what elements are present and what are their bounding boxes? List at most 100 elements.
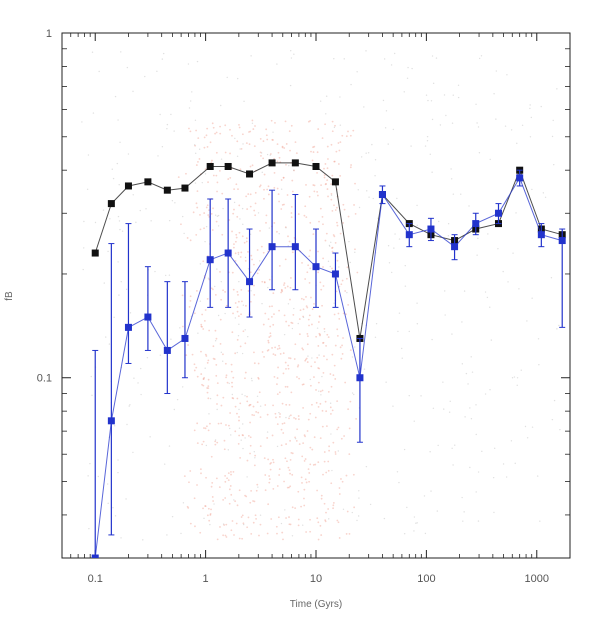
cloud-point (451, 447, 453, 449)
cloud-point (294, 141, 297, 143)
cloud-point (187, 344, 189, 346)
cloud-point (317, 128, 320, 130)
cloud-point (133, 377, 135, 379)
cloud-point (236, 310, 239, 313)
cloud-point (290, 212, 293, 214)
cloud-point (251, 379, 253, 382)
cloud-point (240, 516, 243, 518)
cloud-point (297, 322, 299, 325)
cloud-point (481, 450, 483, 453)
cloud-point (257, 411, 260, 414)
cloud-point (437, 220, 440, 223)
cloud-point (209, 512, 212, 515)
cloud-point (289, 439, 291, 442)
cloud-point (231, 385, 234, 388)
cloud-point (194, 119, 197, 122)
cloud-point (253, 209, 256, 212)
cloud-point (328, 518, 330, 520)
cloud-point (261, 280, 264, 283)
cloud-point (273, 157, 276, 160)
cloud-point (460, 193, 462, 195)
cloud-point (242, 143, 244, 145)
cloud-point (222, 523, 225, 525)
cloud-point (117, 261, 119, 263)
cloud-point (193, 497, 196, 500)
cloud-point (331, 246, 334, 249)
cloud-point (242, 223, 244, 226)
cloud-point (289, 472, 292, 475)
cloud-point (338, 317, 341, 320)
data-point (224, 162, 232, 170)
cloud-point (129, 312, 132, 314)
cloud-point (289, 357, 292, 360)
cloud-point (206, 127, 209, 130)
cloud-point (186, 237, 189, 239)
cloud-point (303, 488, 306, 491)
cloud-point (205, 206, 208, 209)
cloud-point (238, 434, 241, 437)
cloud-point (197, 332, 199, 334)
cloud-point (215, 220, 218, 223)
cloud-point (259, 405, 262, 407)
cloud-point (219, 270, 221, 273)
cloud-point (332, 507, 334, 510)
cloud-point (340, 357, 343, 360)
cloud-point (237, 315, 240, 318)
cloud-point (272, 404, 274, 407)
cloud-point (245, 240, 248, 243)
cloud-point (203, 136, 206, 139)
cloud-point (254, 514, 257, 517)
data-point (181, 334, 189, 342)
cloud-point (193, 312, 196, 315)
cloud-point (293, 169, 295, 172)
cloud-point (278, 156, 281, 159)
cloud-point (244, 259, 247, 262)
cloud-point (330, 198, 333, 201)
cloud-point (284, 226, 287, 228)
cloud-point (309, 412, 312, 415)
cloud-point (244, 494, 246, 497)
cloud-point (231, 134, 233, 137)
cloud-point (329, 245, 331, 247)
cloud-point (209, 523, 211, 526)
cloud-point (385, 110, 388, 112)
cloud-point (219, 318, 222, 321)
cloud-point (107, 502, 109, 505)
cloud-point (132, 90, 134, 93)
cloud-point (269, 153, 272, 155)
cloud-point (222, 289, 224, 292)
data-point (472, 220, 480, 228)
cloud-point (495, 118, 497, 120)
cloud-point (168, 445, 171, 447)
cloud-point (188, 107, 191, 109)
cloud-point (292, 313, 295, 316)
cloud-point (529, 104, 531, 106)
cloud-point (268, 227, 271, 229)
cloud-point (206, 387, 209, 389)
cloud-point (259, 416, 262, 419)
cloud-point (350, 83, 352, 86)
cloud-point (244, 329, 246, 331)
cloud-point (194, 525, 196, 528)
cloud-point (247, 268, 250, 270)
cloud-point (425, 94, 428, 96)
cloud-point (200, 472, 202, 475)
cloud-point (477, 471, 480, 473)
cloud-point (257, 486, 259, 488)
cloud-point (493, 511, 495, 514)
cloud-point (227, 178, 230, 180)
cloud-point (233, 201, 236, 204)
cloud-point (320, 184, 322, 187)
cloud-point (252, 405, 255, 408)
cloud-point (318, 315, 321, 318)
cloud-point (372, 197, 374, 200)
cloud-point (288, 240, 291, 243)
cloud-point (457, 96, 460, 99)
cloud-point (493, 93, 495, 95)
cloud-point (330, 433, 332, 435)
cloud-point (279, 353, 282, 355)
cloud-point (332, 374, 335, 377)
cloud-point (236, 351, 238, 354)
cloud-point (341, 353, 344, 355)
cloud-point (224, 534, 227, 537)
